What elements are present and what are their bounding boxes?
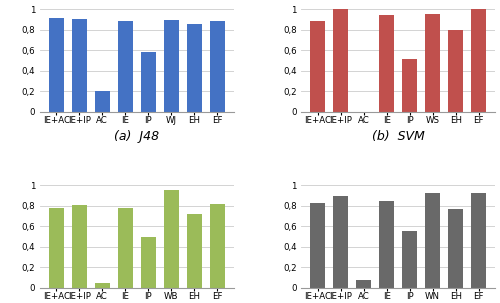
Bar [333, 196, 348, 288]
Bar [164, 20, 179, 112]
Bar [425, 14, 440, 112]
Bar [310, 203, 325, 288]
Bar [141, 52, 156, 112]
Bar [118, 208, 133, 288]
Bar [425, 192, 440, 288]
X-axis label: (a)  J48: (a) J48 [114, 130, 160, 143]
Bar [356, 280, 371, 288]
X-axis label: (b)  SVM: (b) SVM [372, 130, 424, 143]
Bar [402, 59, 417, 112]
Bar [49, 18, 64, 112]
Bar [402, 231, 417, 288]
Bar [187, 25, 202, 112]
Bar [164, 191, 179, 288]
Bar [448, 209, 463, 288]
Bar [333, 9, 348, 112]
Bar [310, 22, 325, 112]
Bar [49, 208, 64, 288]
Bar [72, 19, 87, 112]
Bar [95, 283, 110, 288]
Bar [141, 237, 156, 288]
Bar [72, 205, 87, 288]
Bar [471, 192, 486, 288]
Bar [118, 22, 133, 112]
Bar [379, 15, 394, 112]
Bar [210, 204, 225, 288]
Bar [187, 214, 202, 288]
Bar [471, 9, 486, 112]
Bar [210, 22, 225, 112]
Bar [379, 201, 394, 288]
Bar [448, 30, 463, 112]
Bar [95, 91, 110, 112]
